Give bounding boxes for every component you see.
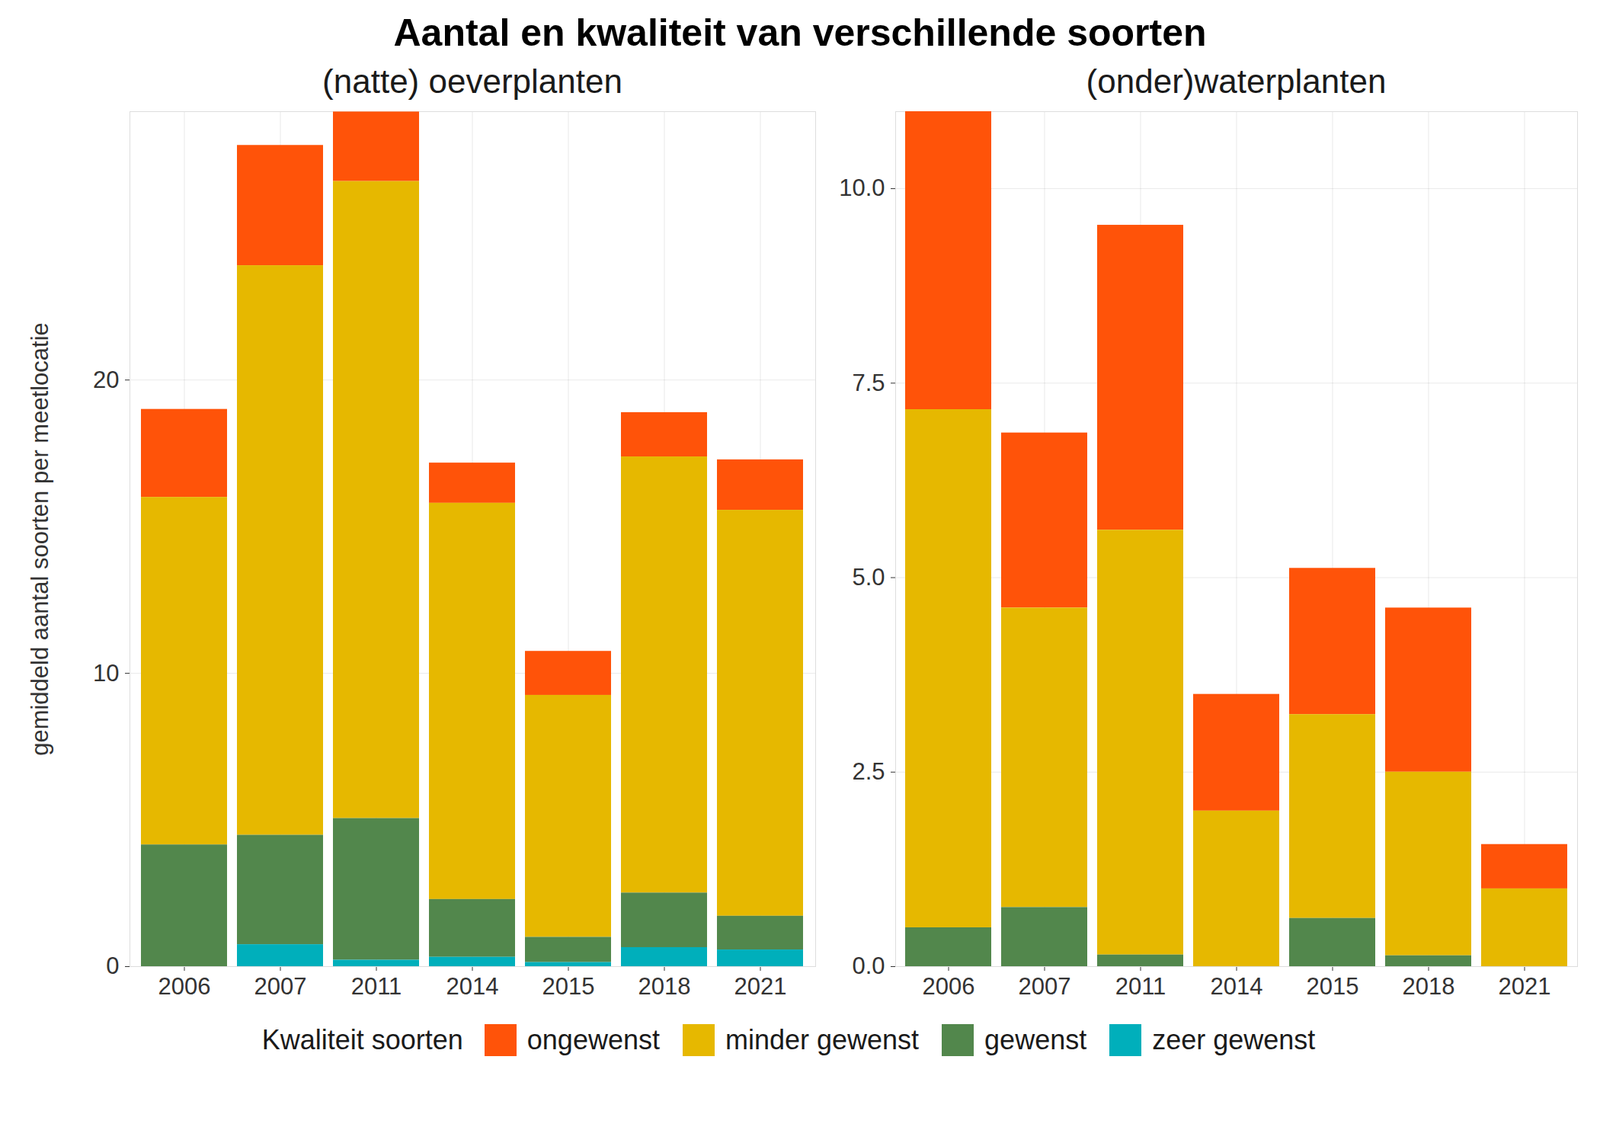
html-text:Aantal en kwaliteit van versch: Aantal en kwaliteit van verschillende so… [393,11,1207,55]
svg-text:2006: 2006 [922,972,976,1000]
svg-text:gemiddeld aantal soorten per m: gemiddeld aantal soorten per meetlocatie [26,322,54,756]
svg-text:2018: 2018 [638,972,692,1000]
svg-text:2014: 2014 [446,972,500,1000]
html-text:ongewenst: ongewenst [527,1024,660,1056]
svg-text:2007: 2007 [254,972,308,1000]
html-text:Kwaliteit soorten: Kwaliteit soorten [261,1024,464,1056]
svg-text:2015: 2015 [1306,972,1360,1000]
svg-text:7.5: 7.5 [851,369,885,397]
html-text:gewenst: gewenst [984,1024,1087,1056]
svg-text:2021: 2021 [734,972,788,1000]
html-text:(onder)waterplanten: (onder)waterplanten [1086,62,1387,100]
svg-text:0.0: 0.0 [851,952,885,980]
html-text:minder gewenst: minder gewenst [725,1024,919,1056]
svg-text:10.0: 10.0 [838,174,885,202]
svg-text:20: 20 [92,366,119,394]
html-text:zeer gewenst: zeer gewenst [1152,1024,1316,1056]
svg-text:2.5: 2.5 [851,758,885,785]
svg-text:10: 10 [92,659,119,687]
svg-text:5.0: 5.0 [851,563,885,591]
html-text:(natte) oeverplanten: (natte) oeverplanten [322,62,623,100]
svg-text:2021: 2021 [1498,972,1552,1000]
svg-text:2018: 2018 [1402,972,1456,1000]
svg-text:2014: 2014 [1210,972,1264,1000]
svg-text:2006: 2006 [158,972,212,1000]
svg-text:2011: 2011 [1115,972,1167,1000]
svg-text:0: 0 [105,952,119,980]
svg-text:2007: 2007 [1018,972,1072,1000]
svg-text:2015: 2015 [542,972,596,1000]
svg-text:2011: 2011 [351,972,403,1000]
